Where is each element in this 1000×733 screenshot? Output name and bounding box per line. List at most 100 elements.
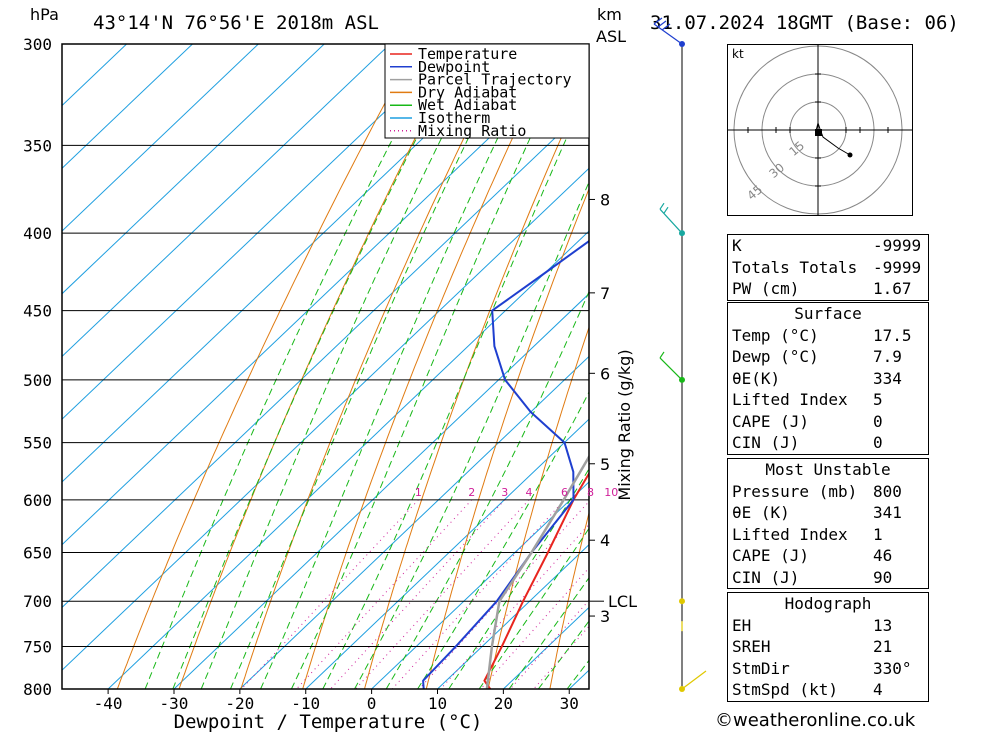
- hodo-row-stmdir: StmDir 330°: [732, 658, 912, 678]
- isotherm-line: [62, 44, 325, 295]
- isotherm-line: [62, 44, 193, 169]
- hodograph-ring-label-45: 45: [744, 182, 765, 203]
- legend-label: Temperature: [418, 45, 517, 63]
- mu-row-cin: CIN (J) 90: [732, 567, 893, 587]
- pressure-tick-label: 400: [23, 224, 52, 243]
- legend-label: Dewpoint: [418, 58, 490, 76]
- wet-adiabat-line: [478, 527, 589, 689]
- km-tick-label: 7: [600, 284, 610, 303]
- hodo-row-stmspd: StmSpd (kt) 4: [732, 680, 883, 699]
- legend-frame: [384, 43, 590, 139]
- legend-label: Wet Adiabat: [418, 96, 517, 114]
- location-title: 43°14'N 76°56'E 2018m ASL: [93, 12, 379, 34]
- pressure-tick-label: 750: [23, 638, 52, 657]
- x-tick-label: -30: [160, 694, 189, 713]
- wet-adiabat-line: [508, 576, 589, 689]
- plot-frame: [61, 43, 590, 690]
- wind-profile: [653, 17, 707, 692]
- wet-adiabat-line: [322, 86, 589, 689]
- legend-label: Dry Adiabat: [418, 83, 517, 101]
- height-reference-label: ASL: [596, 27, 627, 46]
- hodograph-ring-label-30: 30: [766, 160, 787, 181]
- x-tick-label: -20: [225, 694, 254, 713]
- isotherm-line: [62, 44, 589, 546]
- hodo-row-sreh: SREH 21: [732, 637, 893, 656]
- wind-barb: [659, 351, 683, 381]
- x-axis-label: Dewpoint / Temperature (°C): [174, 711, 483, 733]
- mixing-ratio-label: 2: [468, 486, 475, 499]
- hodograph-ticks: [747, 73, 889, 187]
- km-tick-label: 3: [600, 607, 610, 626]
- km-tick-label: 4: [600, 531, 610, 550]
- pressure-tick-label: 350: [23, 136, 52, 155]
- hodograph-chart: kt 15 30 45: [728, 45, 912, 215]
- mixing-ratio-label: 3: [501, 486, 508, 499]
- surface-row-thetae: θE(K) 334: [732, 368, 902, 388]
- pressure-tick-label: 650: [23, 543, 52, 562]
- isotherm-line: [62, 44, 457, 420]
- wet-adiabat-line: [172, 44, 466, 689]
- mixing-ratio-label: 10: [604, 486, 618, 499]
- x-tick-label: -10: [291, 694, 320, 713]
- credit-text: ©weatheronline.co.uk: [715, 710, 916, 731]
- hodo-row-eh: EH 13: [732, 615, 893, 635]
- wind-barb: [653, 17, 683, 45]
- profile-series: [422, 239, 589, 689]
- legend-label: Isotherm: [418, 109, 490, 127]
- mixing-ratio-line: [391, 499, 565, 689]
- surface-row-li: Lifted Index 5: [732, 390, 883, 409]
- surface-row-temp: Temp (°C) 17.5: [732, 325, 912, 345]
- km-tick-label: 8: [600, 190, 610, 209]
- dry-adiabat-line: [364, 74, 589, 689]
- isotherm-line: [62, 44, 127, 107]
- wind-level-dot: [679, 598, 685, 605]
- isotherm-line: [62, 44, 259, 232]
- index-row-totals: Totals Totals -9999: [732, 257, 922, 277]
- mixing-ratio-label: 8: [587, 486, 594, 499]
- surface-row-cin: CIN (J) 0: [732, 433, 883, 452]
- most-unstable-table: Most Unstable Pressure (mb) 800 θE (K) 341…: [727, 458, 929, 589]
- datetime-title: 31.07.2024 18GMT (Base: 06): [650, 12, 959, 34]
- hodograph-storm-motion: [815, 129, 822, 136]
- pressure-tick-label: 450: [23, 302, 52, 321]
- lcl-label: LCL: [608, 592, 637, 611]
- mixing-ratio-line: [241, 499, 419, 689]
- isotherm-line: [371, 481, 589, 689]
- km-tick-label: 5: [600, 455, 610, 474]
- hodograph-panel: kt 15 30 45: [727, 44, 913, 216]
- legend-label: Mixing Ratio: [418, 122, 526, 140]
- dry-adiabats: [116, 44, 589, 689]
- mu-row-pressure: Pressure (mb) 800: [732, 481, 902, 501]
- surface-title: Surface: [794, 304, 862, 323]
- wind-barbs: [653, 17, 707, 692]
- mixing-ratio-axis-label: Mixing Ratio (g/kg): [615, 349, 634, 500]
- x-tick-label: 30: [560, 694, 579, 713]
- km-tick-label: 6: [600, 364, 610, 383]
- indices-table: K -9999 Totals Totals -9999 PW (cm) 1.67: [727, 234, 929, 301]
- hodograph-unit: kt: [732, 47, 744, 61]
- isotherm-line: [437, 544, 589, 689]
- wet-adiabat-line: [290, 44, 575, 689]
- mixing-ratio-line: [296, 499, 473, 689]
- x-tick-label: 20: [494, 694, 513, 713]
- mixing-ratio-label: 4: [526, 486, 533, 499]
- temperature-line: [483, 471, 589, 689]
- height-unit-label: km: [597, 5, 622, 24]
- wet-adiabat-line: [144, 44, 443, 689]
- wet-adiabat-line: [230, 44, 516, 689]
- isotherm-line: [62, 167, 589, 671]
- pressure-tick-label: 500: [23, 371, 52, 390]
- wind-barb: [681, 670, 707, 690]
- wind-barb: [659, 202, 683, 234]
- surface-table: Surface Temp (°C) 17.5 Dewp (°C) 7.9 θE(K)…: [727, 302, 929, 455]
- hodograph-table-title: Hodograph: [784, 594, 872, 613]
- hodograph-table: Hodograph EH 13 SREH 21 StmDir 330° StmSpd …: [727, 592, 929, 702]
- dry-adiabat-line: [240, 44, 511, 689]
- x-tick-label: 0: [367, 694, 377, 713]
- surface-row-dewp: Dewp (°C) 7.9: [732, 347, 902, 366]
- pressure-unit-label: hPa: [30, 5, 59, 24]
- isotherm-line: [107, 230, 589, 689]
- pressure-tick-label: 800: [23, 680, 52, 699]
